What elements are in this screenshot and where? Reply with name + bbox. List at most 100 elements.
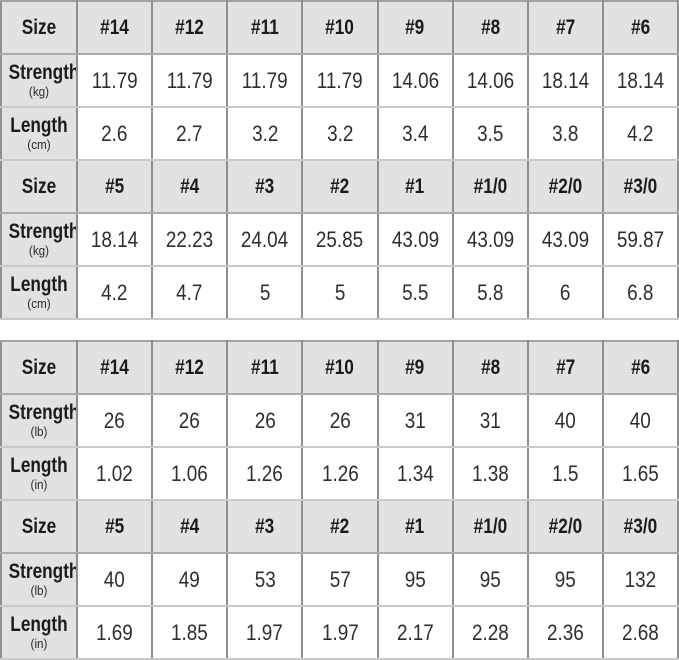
length-value-cell: 2.68 [601, 605, 679, 660]
table-row: Length (cm) 4.2 4.7 5 5 5.5 5.8 6 6.8 [0, 265, 679, 320]
strength-value-cell: 24.04 [226, 212, 304, 267]
table-row: Size #5 #4 #3 #2 #1 #1/0 #2/0 #3/0 [0, 159, 679, 214]
length-value-cell: 1.38 [451, 446, 529, 501]
size-header-cell: #5 [75, 159, 154, 214]
size-header-cell: #6 [601, 0, 679, 55]
strength-value-cell: 18.14 [601, 53, 679, 108]
strength-value-cell: 26 [75, 393, 154, 448]
strength-value-cell: 26 [226, 393, 304, 448]
strength-value-cell: 95 [376, 552, 454, 607]
table-row: Length (in) 1.69 1.85 1.97 1.97 2.17 2.28… [0, 605, 679, 660]
length-value-cell: 1.34 [376, 446, 454, 501]
strength-row-label: Strength (lb) [0, 393, 78, 448]
strength-row-label: Strength (lb) [0, 552, 78, 607]
length-value-cell: 1.5 [526, 446, 604, 501]
length-value-cell: 1.26 [226, 446, 304, 501]
table-row: Size #14 #12 #11 #10 #9 #8 #7 #6 [0, 340, 679, 395]
size-header-cell: #12 [151, 340, 229, 395]
table-row: Strength (kg) 11.79 11.79 11.79 11.79 14.… [0, 53, 679, 108]
size-header-cell: #1/0 [451, 499, 529, 554]
length-value-cell: 4.7 [151, 265, 229, 320]
size-header-cell: #4 [151, 499, 229, 554]
strength-value-cell: 14.06 [376, 53, 454, 108]
size-header-cell: #10 [301, 340, 379, 395]
size-header-cell: #11 [226, 340, 304, 395]
strength-value-cell: 31 [376, 393, 454, 448]
length-value-cell: 6.8 [601, 265, 679, 320]
strength-value-cell: 25.85 [301, 212, 379, 267]
length-value-cell: 5.8 [451, 265, 529, 320]
strength-value-cell: 22.23 [151, 212, 229, 267]
size-header-cell: #1 [376, 499, 454, 554]
size-header-cell: #6 [601, 340, 679, 395]
size-header-cell: #3/0 [601, 499, 679, 554]
strength-value-cell: 11.79 [226, 53, 304, 108]
table-row: Length (in) 1.02 1.06 1.26 1.26 1.34 1.38… [0, 446, 679, 501]
strength-value-cell: 59.87 [601, 212, 679, 267]
size-header-cell: #9 [376, 0, 454, 55]
length-value-cell: 5 [226, 265, 304, 320]
strength-value-cell: 11.79 [301, 53, 379, 108]
size-header-cell: #12 [151, 0, 229, 55]
length-value-cell: 2.6 [75, 106, 154, 161]
table-row: Strength (lb) 26 26 26 26 31 31 40 40 [0, 393, 679, 448]
size-header-cell: #11 [226, 0, 304, 55]
size-header-cell: #1/0 [451, 159, 529, 214]
strength-value-cell: 26 [301, 393, 379, 448]
length-value-cell: 3.2 [301, 106, 379, 161]
length-value-cell: 3.4 [376, 106, 454, 161]
length-value-cell: 1.97 [301, 605, 379, 660]
strength-value-cell: 95 [451, 552, 529, 607]
length-value-cell: 5 [301, 265, 379, 320]
length-row-label: Length (cm) [0, 106, 78, 161]
length-value-cell: 3.5 [451, 106, 529, 161]
size-header-cell: #5 [75, 499, 154, 554]
size-header-cell: #10 [301, 0, 379, 55]
length-value-cell: 4.2 [75, 265, 154, 320]
length-row-label: Length (cm) [0, 265, 78, 320]
length-row-label: Length (in) [0, 446, 78, 501]
length-value-cell: 2.7 [151, 106, 229, 161]
length-value-cell: 2.28 [451, 605, 529, 660]
length-value-cell: 4.2 [601, 106, 679, 161]
strength-value-cell: 18.14 [526, 53, 604, 108]
strength-value-cell: 57 [301, 552, 379, 607]
size-header-cell: #2 [301, 159, 379, 214]
length-value-cell: 1.85 [151, 605, 229, 660]
size-header-cell: #8 [451, 0, 529, 55]
table-row: Size #5 #4 #3 #2 #1 #1/0 #2/0 #3/0 [0, 499, 679, 554]
strength-value-cell: 43.09 [376, 212, 454, 267]
table-row: Strength (lb) 40 49 53 57 95 95 95 132 [0, 552, 679, 607]
strength-value-cell: 53 [226, 552, 304, 607]
size-header-cell: #7 [526, 340, 604, 395]
length-value-cell: 1.26 [301, 446, 379, 501]
length-value-cell: 1.97 [226, 605, 304, 660]
size-header-cell: #9 [376, 340, 454, 395]
size-row-label: Size [0, 499, 78, 554]
size-header-cell: #4 [151, 159, 229, 214]
size-header-cell: #2 [301, 499, 379, 554]
size-header-cell: #8 [451, 340, 529, 395]
strength-row-label: Strength (kg) [0, 53, 78, 108]
size-row-label: Size [0, 340, 78, 395]
strength-value-cell: 14.06 [451, 53, 529, 108]
length-value-cell: 1.65 [601, 446, 679, 501]
size-row-label: Size [0, 159, 78, 214]
length-value-cell: 3.8 [526, 106, 604, 161]
strength-value-cell: 43.09 [451, 212, 529, 267]
size-header-cell: #2/0 [526, 499, 604, 554]
length-value-cell: 5.5 [376, 265, 454, 320]
strength-value-cell: 49 [151, 552, 229, 607]
length-value-cell: 6 [526, 265, 604, 320]
size-row-label: Size [0, 0, 78, 55]
table-divider-gap [0, 320, 679, 340]
strength-value-cell: 11.79 [151, 53, 229, 108]
strength-value-cell: 40 [75, 552, 154, 607]
length-value-cell: 3.2 [226, 106, 304, 161]
strength-value-cell: 43.09 [526, 212, 604, 267]
strength-value-cell: 95 [526, 552, 604, 607]
size-header-cell: #14 [75, 340, 154, 395]
strength-value-cell: 11.79 [75, 53, 154, 108]
size-header-cell: #2/0 [526, 159, 604, 214]
table-row: Strength (kg) 18.14 22.23 24.04 25.85 43.… [0, 212, 679, 267]
